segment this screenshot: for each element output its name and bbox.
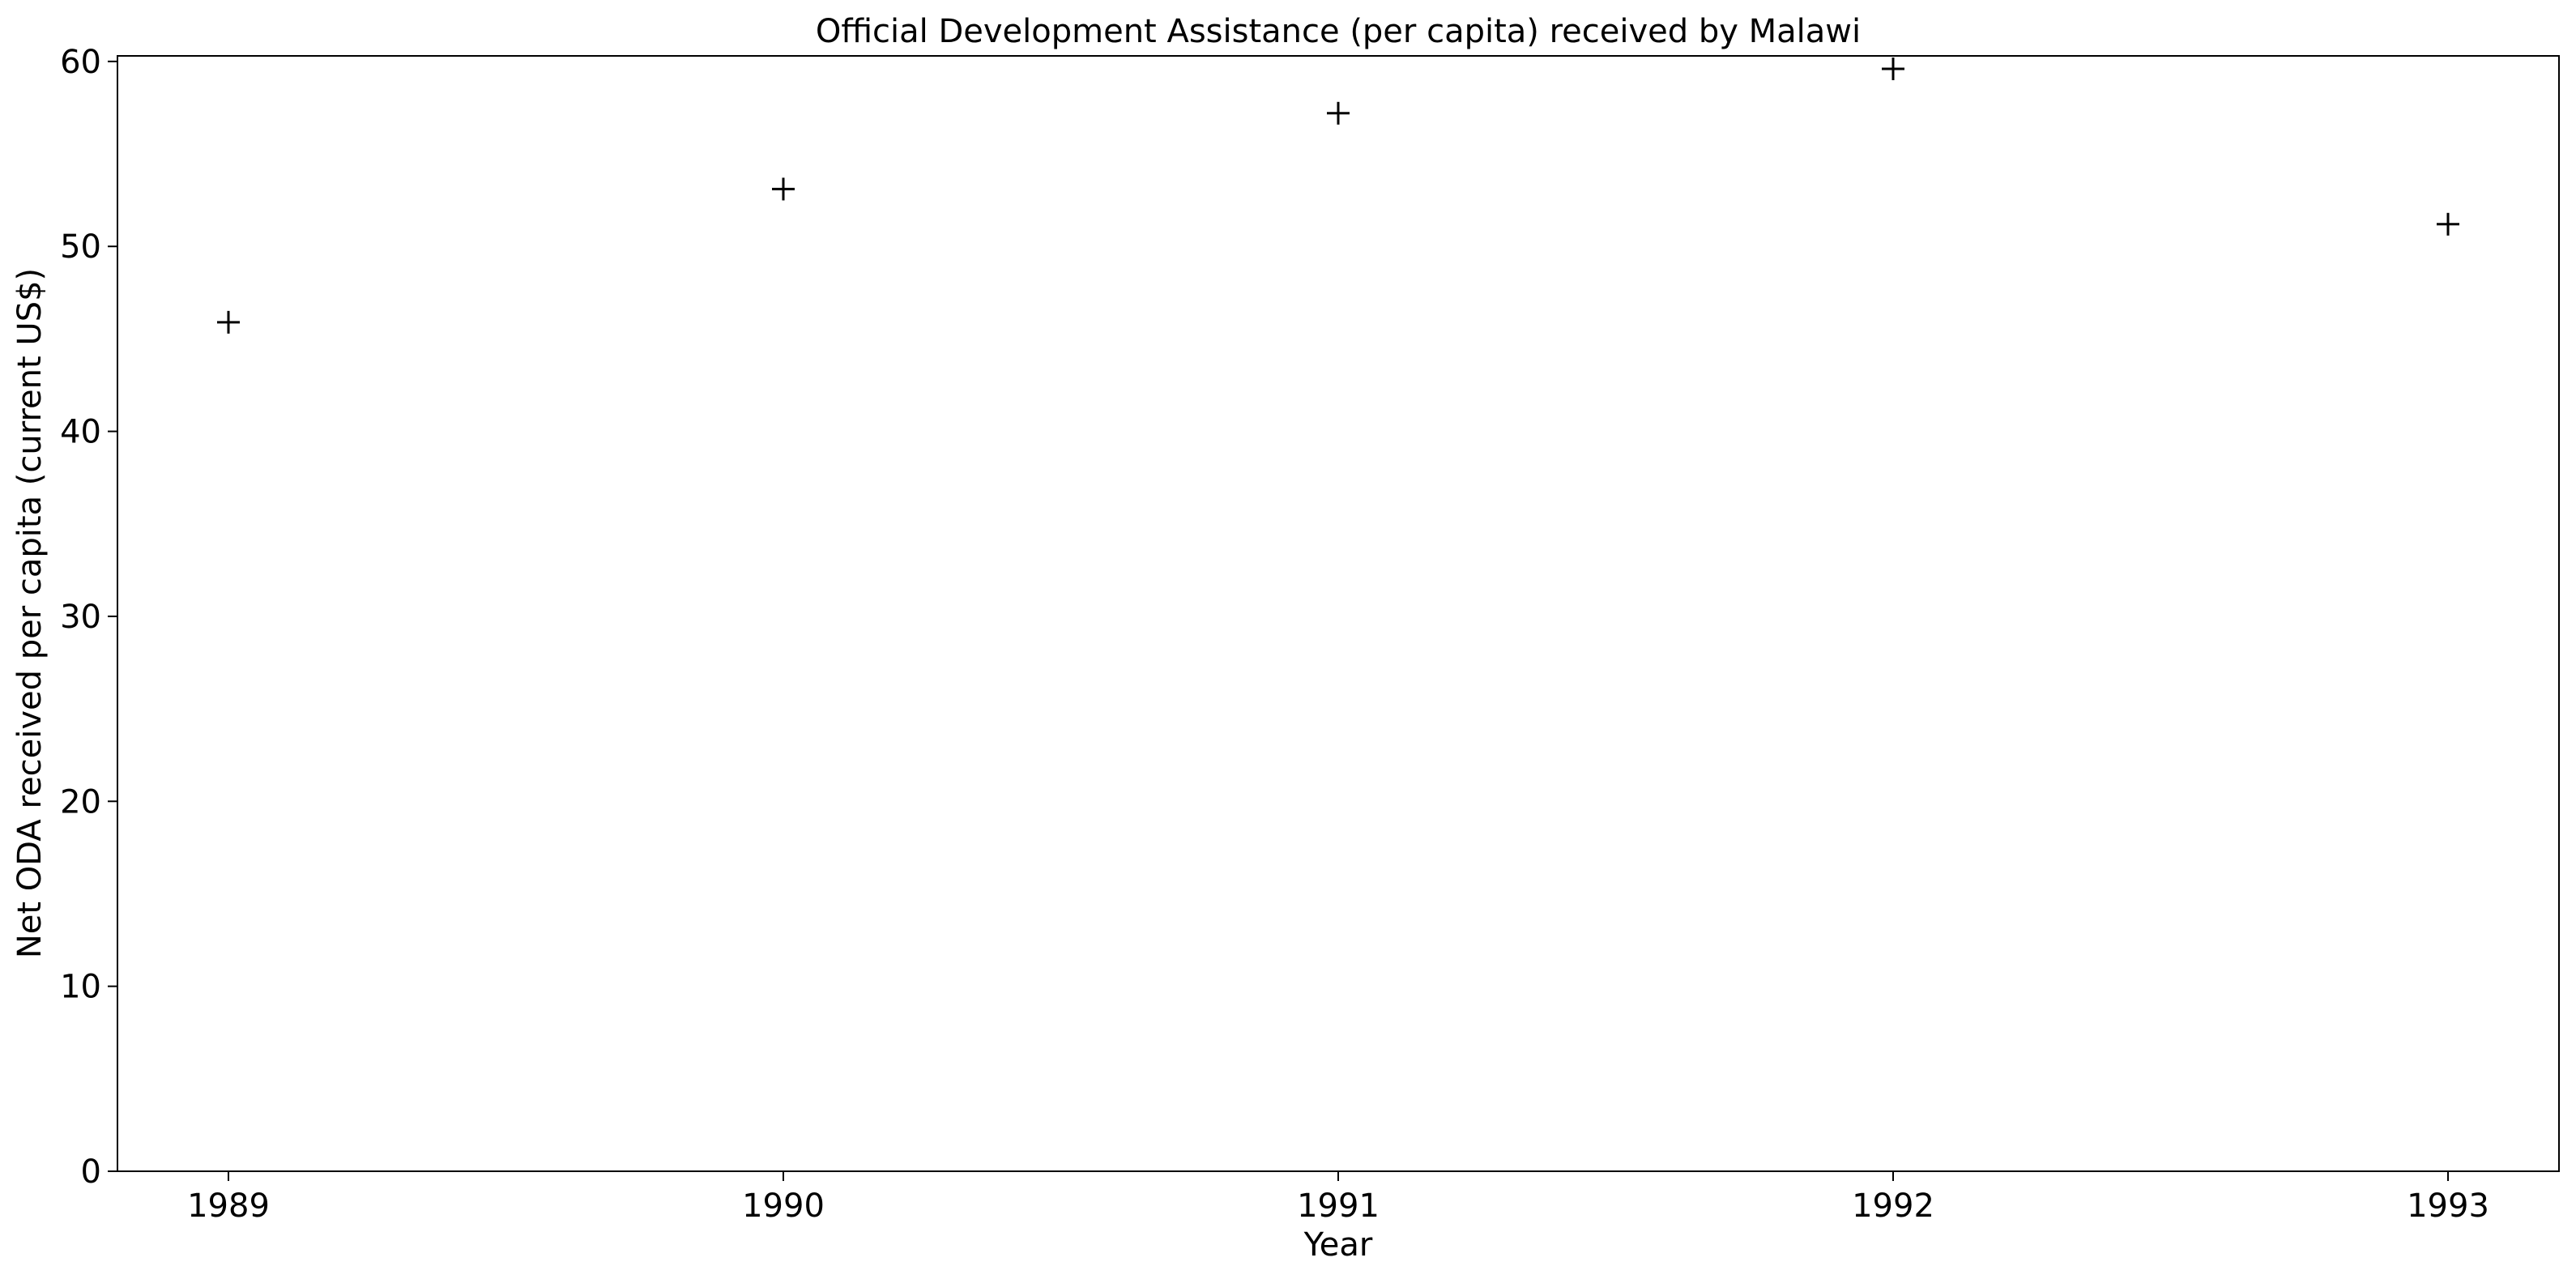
y-tick-label: 40 xyxy=(60,414,101,451)
data-point-plus-marker xyxy=(1882,57,1904,80)
data-point-plus-marker xyxy=(217,310,240,334)
y-tick-label: 50 xyxy=(60,228,101,266)
x-tick-label: 1990 xyxy=(742,1187,825,1225)
data-point-plus-marker xyxy=(1327,101,1350,125)
y-tick-label: 20 xyxy=(60,783,101,821)
x-tick-label: 1992 xyxy=(1852,1187,1934,1225)
chart-title: Official Development Assistance (per cap… xyxy=(816,13,1861,50)
x-tick-label: 1993 xyxy=(2407,1187,2489,1225)
x-tick-label: 1991 xyxy=(1297,1187,1380,1225)
y-tick-label: 60 xyxy=(60,44,101,81)
x-axis-label: Year xyxy=(1303,1226,1373,1264)
data-point-plus-marker xyxy=(772,177,795,201)
y-tick-label: 10 xyxy=(60,969,101,1006)
plot-area-frame xyxy=(117,55,2560,1172)
y-axis-label: Net ODA received per capita (current US$… xyxy=(11,268,49,958)
data-point-plus-marker xyxy=(2437,212,2459,236)
x-axis-ticks: 1989 1990 1991 1992 1993 xyxy=(187,1171,2489,1225)
data-points xyxy=(217,57,2459,334)
x-tick-label: 1989 xyxy=(187,1187,270,1225)
y-axis-ticks: 0 10 20 30 40 50 60 xyxy=(60,44,117,1191)
y-tick-label: 30 xyxy=(60,599,101,636)
y-tick-label: 0 xyxy=(81,1153,101,1191)
